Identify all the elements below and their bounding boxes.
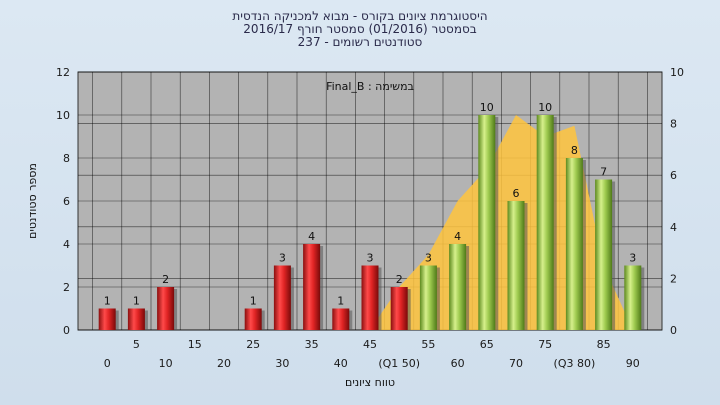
x-tick-label: 5 — [133, 338, 140, 351]
x-tick-label: 75 — [538, 338, 552, 351]
bar-value-label: 10 — [538, 101, 552, 114]
bar-value-label: 3 — [367, 252, 374, 265]
histogram-bar — [507, 201, 525, 330]
x-tick-label: 85 — [597, 338, 611, 351]
y2-tick-label: 10 — [670, 66, 684, 79]
title-line-2: בסמסטר (01/2016) סמסטר חורף 2016/17 — [243, 22, 477, 36]
bar-value-label: 3 — [629, 252, 636, 265]
histogram-bar — [624, 265, 642, 330]
x-tick-label: 25 — [246, 338, 260, 351]
histogram-bar — [157, 287, 175, 330]
bar-value-label: 1 — [250, 295, 257, 308]
bar-value-label: 4 — [308, 230, 315, 243]
title-line-3: סטודנטים רשומים - 237 — [297, 35, 423, 49]
x-tick-label: 65 — [480, 338, 494, 351]
x-tick-label: 45 — [363, 338, 377, 351]
y-axis-label: מספר סטודנטים — [26, 163, 39, 239]
histogram-bar — [273, 265, 291, 330]
histogram-bar — [536, 115, 554, 330]
histogram-bar — [565, 158, 583, 330]
y2-tick-label: 8 — [670, 118, 677, 131]
title-line-1: היסטוגרמת ציונים בקורס - מבוא למכניקה הנ… — [232, 9, 488, 23]
histogram-bar — [419, 265, 437, 330]
bar-value-label: 1 — [104, 295, 111, 308]
x-tick-label: (Q3 80) — [554, 357, 596, 370]
y-tick-label: 8 — [63, 152, 70, 165]
y2-tick-label: 0 — [670, 324, 677, 337]
x-tick-label: 60 — [451, 357, 465, 370]
chart-title: היסטוגרמת ציונים בקורס - מבוא למכניקה הנ… — [0, 10, 720, 49]
x-tick-label: 0 — [104, 357, 111, 370]
x-tick-label: 55 — [421, 338, 435, 351]
y2-tick-label: 2 — [670, 272, 677, 285]
x-tick-label: (Q1 50) — [378, 357, 420, 370]
y-tick-label: 6 — [63, 195, 70, 208]
bar-value-label: 3 — [425, 252, 432, 265]
histogram-bar — [390, 287, 408, 330]
histogram-bar — [303, 244, 321, 330]
bar-value-label: 7 — [600, 166, 607, 179]
bar-value-label: 4 — [454, 230, 461, 243]
bar-value-label: 1 — [133, 295, 140, 308]
y-tick-label: 0 — [63, 324, 70, 337]
distribution-area — [107, 115, 633, 330]
histogram-bar — [361, 265, 379, 330]
bar-value-label: 2 — [162, 273, 169, 286]
y-tick-label: 12 — [56, 66, 70, 79]
y-tick-label: 10 — [56, 109, 70, 122]
histogram-bar — [449, 244, 467, 330]
x-tick-label: 15 — [188, 338, 202, 351]
bar-value-label: 10 — [480, 101, 494, 114]
x-tick-label: 90 — [626, 357, 640, 370]
y-tick-label: 4 — [63, 238, 70, 251]
x-axis-label: טווח ציונים — [345, 376, 395, 389]
x-tick-label: 20 — [217, 357, 231, 370]
bar-value-label: 2 — [396, 273, 403, 286]
histogram-bar — [478, 115, 496, 330]
histogram-bar — [244, 308, 262, 330]
histogram-bar — [127, 308, 145, 330]
histogram-bar — [332, 308, 350, 330]
chart-annotation: במשימה : Final_B — [326, 80, 414, 93]
bar-value-label: 1 — [337, 295, 344, 308]
x-tick-label: 30 — [275, 357, 289, 370]
histogram-bar — [98, 308, 116, 330]
x-tick-label: 40 — [334, 357, 348, 370]
bar-value-label: 6 — [513, 187, 520, 200]
x-tick-label: 70 — [509, 357, 523, 370]
x-tick-label: 10 — [159, 357, 173, 370]
histogram-bar — [595, 179, 613, 330]
y-tick-label: 2 — [63, 281, 70, 294]
bar-value-label: 8 — [571, 144, 578, 157]
y2-tick-label: 6 — [670, 169, 677, 182]
x-tick-label: 35 — [305, 338, 319, 351]
y2-tick-label: 4 — [670, 221, 677, 234]
bar-value-label: 3 — [279, 252, 286, 265]
